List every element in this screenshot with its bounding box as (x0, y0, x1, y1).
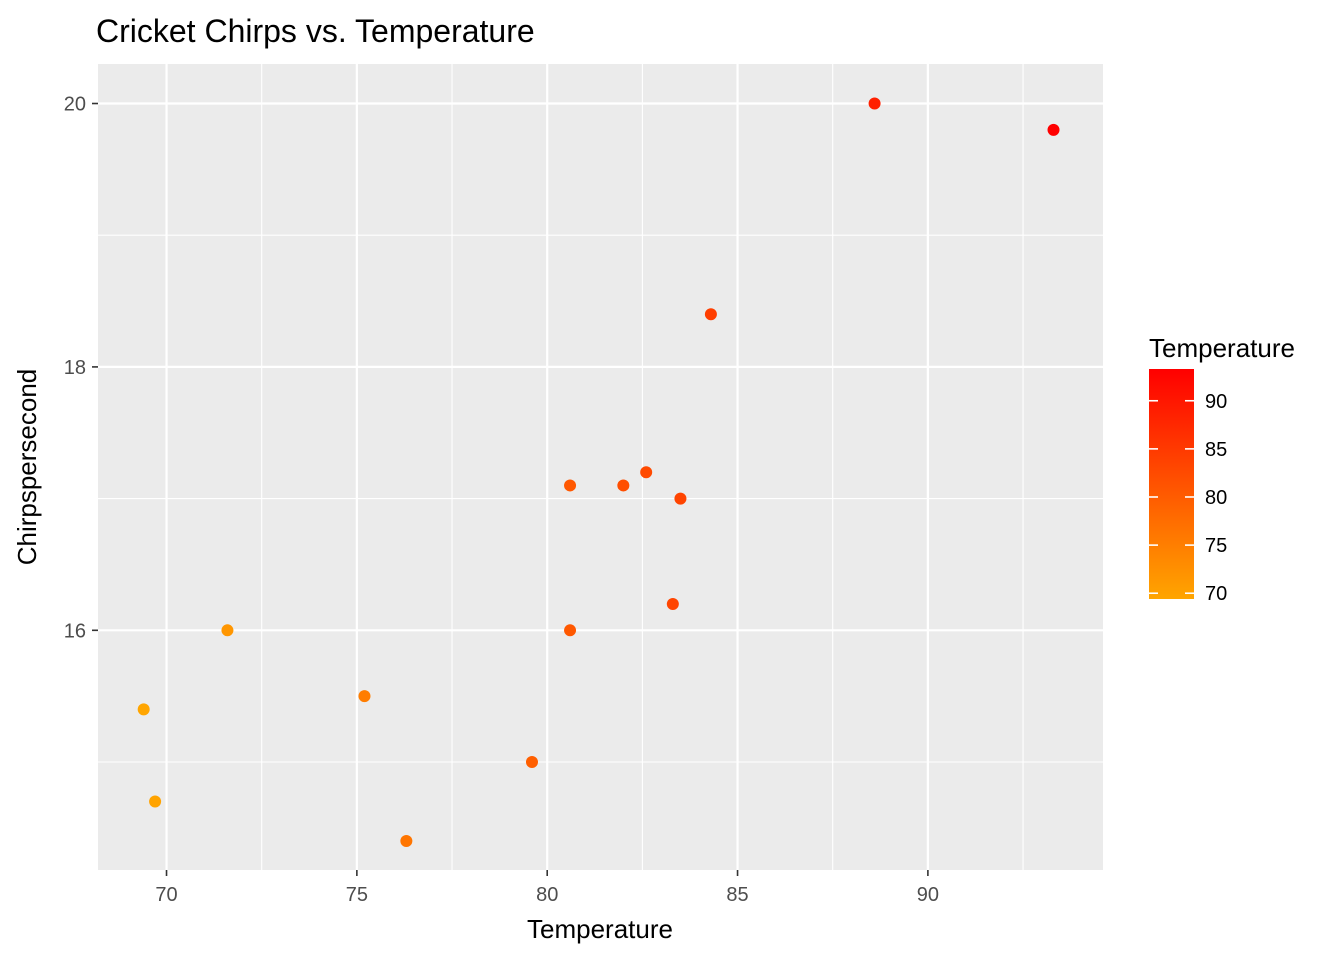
x-tick-label: 85 (726, 884, 748, 906)
y-tick-label: 18 (64, 357, 86, 379)
data-point (564, 624, 577, 637)
data-point (640, 466, 653, 479)
legend-tick-label: 85 (1205, 439, 1227, 461)
y-axis-title: Chirpspersecond (12, 369, 42, 566)
legend-tick-label: 70 (1205, 583, 1227, 605)
x-tick-label: 75 (346, 884, 368, 906)
legend-tick-label: 80 (1205, 487, 1227, 509)
legend-ticks: 70 75 80 85 90 (1149, 391, 1227, 605)
y-tick-label: 16 (64, 620, 86, 642)
data-point (221, 624, 234, 637)
legend-tick-label: 75 (1205, 535, 1227, 557)
legend-tick-label: 90 (1205, 391, 1227, 413)
major-gridlines (98, 64, 1103, 870)
chart-title: Cricket Chirps vs. Temperature (96, 13, 535, 49)
minor-gridlines (98, 64, 1103, 870)
data-point (525, 756, 538, 769)
data-point (704, 308, 717, 321)
color-legend: Temperature 70 75 80 85 90 (1149, 333, 1295, 605)
y-tick-label: 20 (64, 94, 86, 116)
data-point (1047, 123, 1060, 136)
x-axis: 70 75 80 85 90 (155, 870, 939, 906)
data-point (564, 479, 577, 492)
data-point (666, 597, 679, 610)
y-axis: 16 18 20 (64, 94, 98, 642)
x-tick-label: 70 (155, 884, 177, 906)
plot-panel (98, 64, 1103, 870)
data-points (137, 97, 1060, 848)
data-point (400, 835, 413, 848)
legend-color-bar (1149, 369, 1194, 599)
x-axis-title: Temperature (527, 914, 673, 944)
legend-title: Temperature (1149, 333, 1295, 363)
data-point (674, 492, 687, 505)
data-point (868, 97, 881, 110)
data-point (149, 795, 162, 808)
data-point (137, 703, 150, 716)
x-tick-label: 90 (917, 884, 939, 906)
data-point (358, 690, 371, 703)
data-point (617, 479, 630, 492)
x-tick-label: 80 (536, 884, 558, 906)
